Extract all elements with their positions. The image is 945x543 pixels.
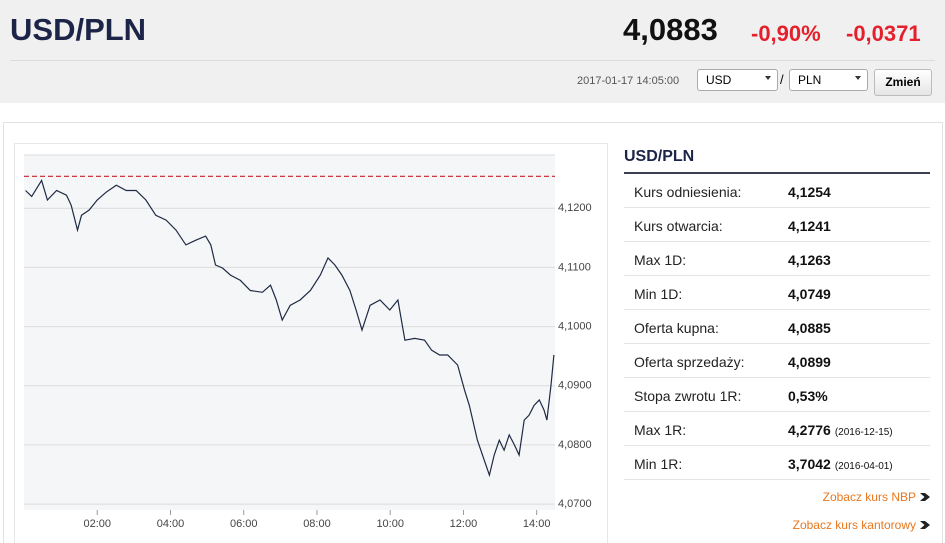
row-value: 4,1263	[788, 252, 831, 268]
value-text: 4,1241	[788, 218, 831, 234]
price-line	[25, 178, 555, 478]
row-label: Stopa zwrotu 1R:	[634, 388, 742, 404]
row-value: 4,0749	[788, 286, 831, 302]
row-value: 4,1254	[788, 184, 831, 200]
content	[3, 122, 943, 543]
value-text: 4,1254	[788, 184, 831, 200]
timestamp: 2017-01-17 14:05:00	[577, 75, 680, 87]
from-select[interactable]: USD	[697, 69, 778, 91]
value-text: 4,2776	[788, 422, 831, 438]
y-tick-label: 4,0700	[558, 498, 592, 510]
info-row: Min 1D: 4,0749	[624, 276, 930, 310]
info-row: Kurs otwarcia: 4,1241	[624, 208, 930, 242]
info-row: Oferta sprzedaży: 4,0899	[624, 344, 930, 378]
change-pct: -0,90%	[751, 21, 821, 46]
value-text: 4,1263	[788, 252, 831, 268]
plot-area	[24, 155, 555, 510]
row-label: Kurs odniesienia:	[634, 184, 742, 200]
link[interactable]: Zobacz kurs NBP	[823, 490, 930, 504]
y-tick-label: 4,1100	[558, 261, 591, 273]
row-label: Min 1R:	[634, 456, 683, 472]
y-tick-label: 4,0900	[558, 380, 592, 392]
slash: /	[780, 72, 784, 87]
to-select[interactable]: PLN	[789, 69, 868, 91]
value-text: 3,7042	[788, 456, 831, 472]
y-tick-label: 4,1200	[558, 202, 592, 214]
info-title: USD/PLN	[624, 148, 695, 165]
x-tick-label: 12:00	[450, 518, 478, 530]
change-abs: -0,0371	[846, 21, 921, 46]
row-label: Kurs otwarcia:	[634, 218, 723, 234]
x-tick-label: 04:00	[157, 518, 185, 530]
row-value: 4,2776 (2016-12-15)	[788, 422, 893, 438]
row-label: Min 1D:	[634, 286, 683, 302]
info-rule	[624, 172, 930, 174]
row-value: 0,53%	[788, 388, 828, 404]
link[interactable]: Zobacz kurs kantorowy	[793, 518, 930, 532]
value-text: 0,53%	[788, 388, 828, 404]
row-value: 4,1241	[788, 218, 831, 234]
y-tick-label: 4,1000	[558, 320, 592, 332]
value-text: 4,0749	[788, 286, 831, 302]
value-text: 4,0885	[788, 320, 831, 336]
info-row: Kurs odniesienia: 4,1254	[624, 174, 930, 208]
info-row: Max 1R: 4,2776 (2016-12-15)	[624, 412, 930, 446]
rate: 4,0883	[623, 12, 718, 47]
x-tick-label: 08:00	[303, 518, 331, 530]
row-label: Oferta kupna:	[634, 320, 719, 336]
change-button[interactable]: Zmień	[874, 69, 932, 96]
x-tick-label: 02:00	[83, 518, 111, 530]
info-row: Oferta kupna: 4,0885	[624, 310, 930, 344]
x-tick-label: 06:00	[230, 518, 258, 530]
row-value: 4,0899	[788, 354, 831, 370]
info-row: Min 1R: 3,7042 (2016-04-01)	[624, 446, 930, 480]
x-tick-label: 10:00	[376, 518, 404, 530]
header	[0, 0, 945, 103]
row-label: Oferta sprzedaży:	[634, 354, 745, 370]
row-label: Max 1D:	[634, 252, 687, 268]
row-label: Max 1R:	[634, 422, 687, 438]
row-date: (2016-04-01)	[834, 461, 893, 472]
x-tick-label: 14:00	[523, 518, 551, 530]
value-text: 4,0899	[788, 354, 831, 370]
y-tick-label: 4,0800	[558, 439, 592, 451]
pair-title: USD/PLN	[10, 12, 147, 47]
separator	[10, 60, 935, 61]
info-row: Max 1D: 4,1263	[624, 242, 930, 276]
row-value: 3,7042 (2016-04-01)	[788, 456, 893, 472]
row-date: (2016-12-15)	[834, 427, 893, 438]
chart-panel	[14, 143, 608, 543]
row-value: 4,0885	[788, 320, 831, 336]
info-row: Stopa zwrotu 1R: 0,53%	[624, 378, 930, 412]
